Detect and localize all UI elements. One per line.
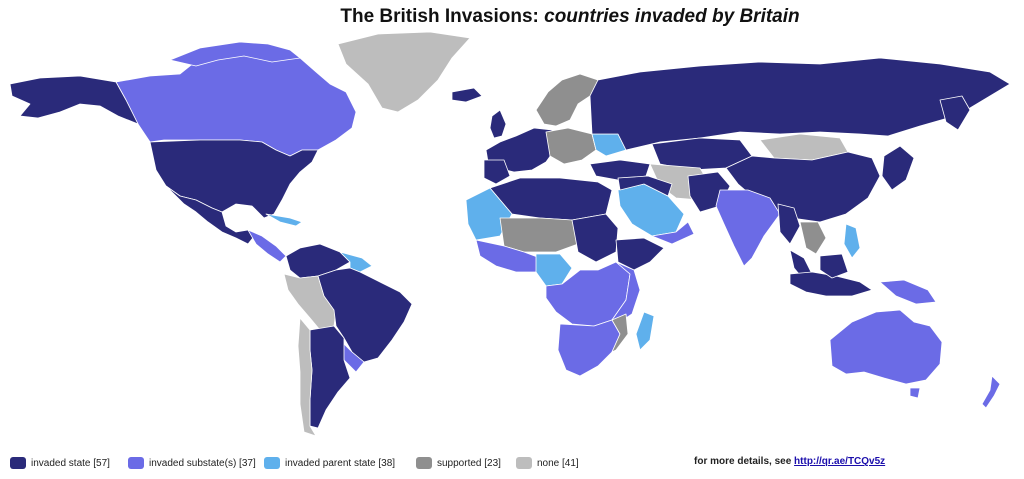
world-map bbox=[9, 31, 1011, 437]
region-central-europe bbox=[545, 127, 597, 165]
legend-swatch bbox=[264, 457, 280, 469]
legend-item-invaded-parent-state: invaded parent state [38] bbox=[264, 456, 395, 470]
legend-item-invaded-state: invaded state [57] bbox=[10, 456, 110, 470]
region-greenland bbox=[337, 31, 471, 113]
region-levant-iraq bbox=[617, 175, 673, 197]
details-prefix: for more details, see bbox=[694, 456, 795, 467]
legend-label: none [41] bbox=[537, 457, 579, 469]
region-iberia bbox=[483, 159, 511, 185]
legend-item-invaded-substate: invaded substate(s) [37] bbox=[128, 456, 256, 470]
region-uk bbox=[489, 109, 507, 139]
details-note: for more details, see http://qr.ae/TCQv5… bbox=[694, 456, 885, 467]
region-myanmar bbox=[777, 203, 801, 245]
legend-swatch bbox=[516, 457, 532, 469]
map-title-emphasis: countries invaded by Britain bbox=[544, 6, 800, 27]
region-korea-japan bbox=[881, 145, 915, 191]
region-philippines bbox=[843, 223, 861, 259]
region-yemen-oman bbox=[651, 221, 695, 245]
region-scandinavia bbox=[535, 73, 599, 127]
legend-item-none: none [41] bbox=[516, 456, 579, 470]
map-title: The British Invasions: countries invaded… bbox=[0, 6, 1024, 28]
legend-item-supported: supported [23] bbox=[416, 456, 501, 470]
details-link[interactable]: http://qr.ae/TCQv5z bbox=[794, 456, 886, 467]
legend-label: invaded state [57] bbox=[31, 457, 110, 469]
region-caribbean bbox=[265, 213, 303, 227]
region-southern-africa bbox=[557, 319, 621, 377]
region-sudan bbox=[571, 213, 619, 263]
legend-swatch bbox=[10, 457, 26, 469]
legend-label: invaded parent state [38] bbox=[285, 457, 396, 469]
region-india bbox=[715, 189, 781, 267]
legend-swatch bbox=[416, 457, 432, 469]
region-tasmania bbox=[909, 387, 921, 399]
region-borneo bbox=[819, 253, 849, 279]
region-new-zealand bbox=[981, 375, 1001, 409]
region-horn bbox=[615, 237, 665, 271]
legend-label: supported [23] bbox=[437, 457, 501, 469]
region-central-america bbox=[247, 229, 287, 263]
region-sahel bbox=[499, 217, 579, 253]
map-legend: invaded state [57] invaded substate(s) [… bbox=[10, 456, 1014, 472]
region-russia-kamchatka bbox=[939, 95, 971, 131]
region-west-sahara-mauritania bbox=[465, 187, 513, 241]
region-alaska bbox=[9, 75, 139, 125]
region-indochina bbox=[799, 221, 827, 255]
region-iceland bbox=[451, 87, 483, 103]
region-chile bbox=[297, 317, 317, 437]
legend-swatch bbox=[128, 457, 144, 469]
region-russia bbox=[589, 57, 1011, 151]
region-brazil bbox=[317, 267, 413, 363]
legend-label: invaded substate(s) [37] bbox=[149, 457, 256, 469]
region-argentina bbox=[309, 325, 351, 429]
region-madagascar bbox=[635, 311, 655, 351]
region-new-guinea bbox=[879, 279, 937, 305]
region-canada-islands bbox=[169, 41, 301, 67]
region-canada bbox=[115, 45, 357, 157]
region-australia bbox=[829, 309, 943, 385]
map-title-main: The British Invasions: bbox=[340, 6, 545, 27]
region-mozambique bbox=[611, 313, 629, 353]
region-indonesia bbox=[789, 271, 873, 297]
region-north-africa bbox=[489, 177, 613, 221]
region-colombia-venezuela bbox=[285, 243, 351, 279]
